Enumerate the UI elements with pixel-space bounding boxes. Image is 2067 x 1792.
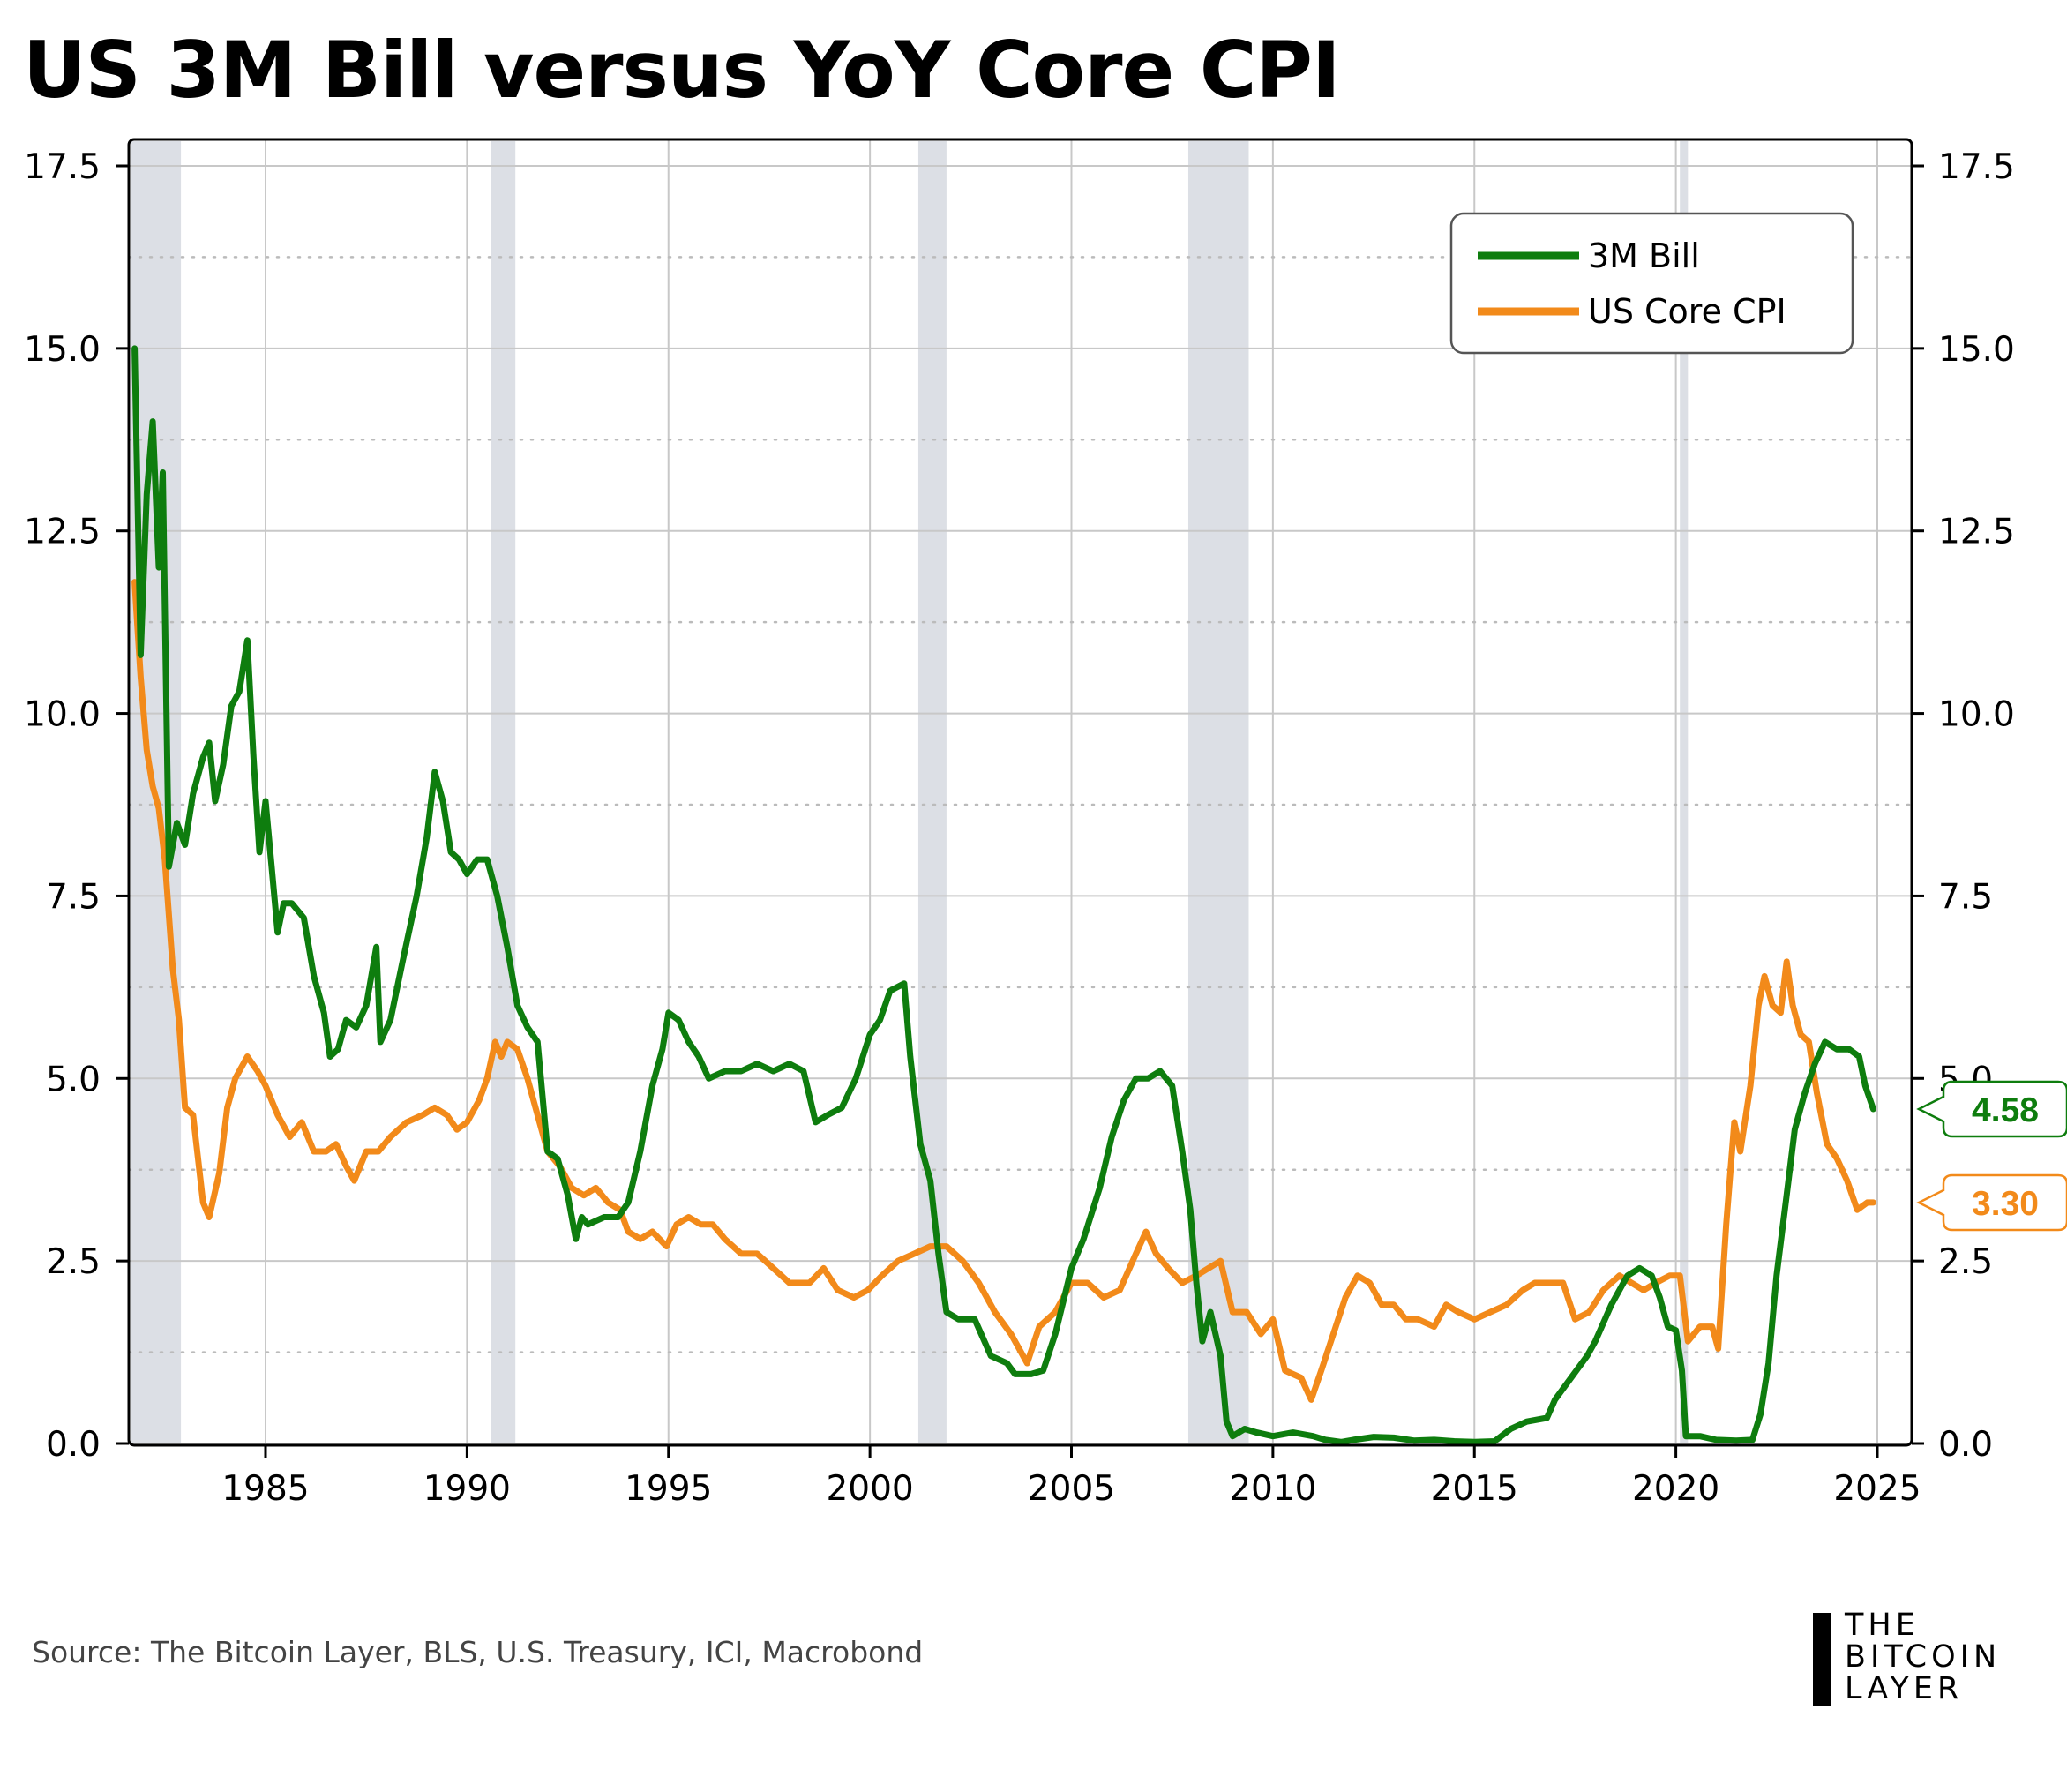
y-tick-label-right: 15.0 bbox=[1938, 330, 2015, 370]
last-value-box-3m-bill bbox=[1916, 1080, 2067, 1138]
y-tick-label-left: 10.0 bbox=[24, 695, 101, 735]
y-tick-label-left: 2.5 bbox=[46, 1242, 101, 1282]
x-tick-label: 2020 bbox=[1632, 1469, 1719, 1509]
x-tick-label: 2005 bbox=[1028, 1469, 1115, 1509]
chart-title: US 3M Bill versus YoY Core CPI bbox=[23, 25, 1341, 116]
x-tick-label: 2025 bbox=[1833, 1469, 1921, 1509]
y-tick-label-right: 17.5 bbox=[1938, 147, 2015, 187]
last-value-us-core-cpi: 3.30 bbox=[1972, 1185, 2039, 1223]
recession-band bbox=[1187, 141, 1249, 1443]
source-note: Source: The Bitcoin Layer, BLS, U.S. Tre… bbox=[32, 1635, 924, 1669]
legend-label-3m-bill: 3M Bill bbox=[1588, 236, 1700, 275]
x-tick-label: 1995 bbox=[625, 1469, 712, 1509]
logo-line-3: LAYER bbox=[1845, 1671, 1964, 1706]
y-tick-label-left: 0.0 bbox=[46, 1425, 101, 1465]
logo-bar-icon bbox=[1813, 1613, 1831, 1706]
recession-band bbox=[1680, 141, 1689, 1443]
x-tick-label: 2010 bbox=[1229, 1469, 1316, 1509]
x-tick-label: 1990 bbox=[423, 1469, 511, 1509]
x-tick-label: 2000 bbox=[826, 1469, 913, 1509]
y-tick-label-left: 7.5 bbox=[46, 877, 101, 917]
logo-wordmark: THE BITCOIN LAYER bbox=[1845, 1609, 2001, 1705]
y-tick-label-right: 7.5 bbox=[1938, 877, 1993, 917]
y-tick-label-left: 12.5 bbox=[24, 513, 101, 552]
last-value-box-us-core-cpi bbox=[1916, 1173, 2067, 1232]
the-bitcoin-layer-logo: THE BITCOIN LAYER bbox=[1813, 1609, 2056, 1710]
x-tick-label: 2015 bbox=[1431, 1469, 1518, 1509]
last-value-labels: 4.58 3.30 bbox=[1916, 1080, 2067, 1232]
recession-band bbox=[491, 141, 516, 1443]
last-value-3m-bill: 4.58 bbox=[1972, 1091, 2039, 1129]
y-tick-label-right: 2.5 bbox=[1938, 1242, 1993, 1282]
plot-frame bbox=[127, 138, 1913, 1447]
axis-ticks: 0.0 0.02.5 2.55.0 5.07.5 7.510.0 10.012.5 12.5… bbox=[24, 147, 2015, 1509]
series-line-3m-bill bbox=[131, 345, 1876, 1445]
series-line-us-core-cpi bbox=[131, 579, 1876, 1403]
y-tick-label-left: 17.5 bbox=[24, 147, 101, 187]
series-lines bbox=[131, 345, 1876, 1445]
y-tick-label-right: 0.0 bbox=[1938, 1425, 1993, 1465]
logo-line-1: THE bbox=[1845, 1608, 1920, 1643]
logo-line-2: BITCOIN bbox=[1845, 1639, 2002, 1675]
y-tick-label-left: 15.0 bbox=[24, 330, 101, 370]
x-tick-label: 1985 bbox=[221, 1469, 309, 1509]
legend-label-us-core-cpi: US Core CPI bbox=[1588, 292, 1786, 331]
y-tick-label-right: 12.5 bbox=[1938, 513, 2015, 552]
legend[interactable]: 3M Bill US Core CPI bbox=[1449, 212, 1854, 355]
gridlines bbox=[127, 139, 1913, 1445]
y-tick-label-left: 5.0 bbox=[46, 1060, 101, 1099]
y-tick-label-right: 10.0 bbox=[1938, 695, 2015, 735]
